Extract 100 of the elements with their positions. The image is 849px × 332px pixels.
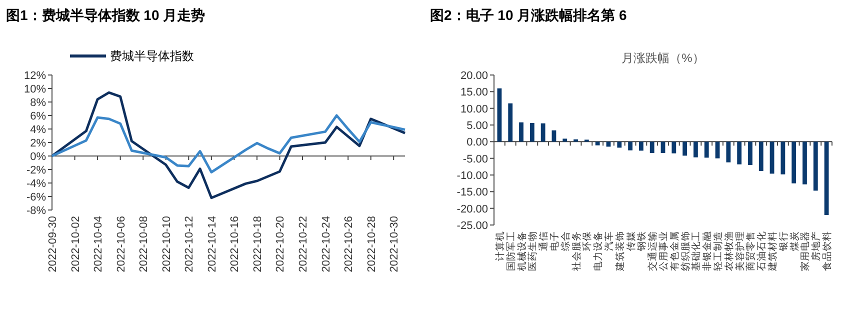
y-tick-label: 4%	[30, 124, 46, 136]
bar	[694, 142, 698, 158]
x-tick-label: 通信	[538, 231, 550, 251]
y-tick-label: -20.00	[456, 203, 488, 216]
x-tick-label: 综合	[559, 231, 572, 251]
bar	[802, 142, 807, 184]
bar	[770, 142, 774, 174]
y-tick-label: -6%	[26, 192, 46, 204]
bar	[758, 142, 764, 171]
x-tick-label: 2022-10-30	[388, 216, 401, 272]
x-tick-label: 2022-10-26	[343, 216, 356, 272]
bar	[628, 142, 632, 150]
x-tick-label: 2022-10-12	[184, 216, 196, 272]
y-tick-label: 8%	[30, 97, 46, 109]
bar	[638, 142, 644, 151]
chart-title: 图1：费城半导体指数 10 月走势	[6, 7, 206, 23]
x-tick-label: 交通运输	[646, 231, 659, 271]
x-tick-label: 农林牧渔	[722, 231, 735, 271]
bar	[748, 142, 752, 165]
bar	[508, 103, 513, 142]
bar	[530, 123, 534, 142]
bar	[562, 138, 568, 142]
x-tick-label: 2022-10-08	[138, 216, 150, 272]
y-tick-label: -2%	[26, 164, 46, 176]
bar	[595, 142, 600, 146]
chart-title: 图2：电子 10 月涨跌幅排名第 6	[430, 7, 628, 23]
y-tick-label: -10.00	[456, 170, 488, 182]
x-tick-label: 2022-10-10	[160, 216, 173, 272]
x-tick-label: 纺织服饰	[679, 231, 692, 271]
y-tick-label: 15.00	[460, 86, 488, 99]
y-tick-label: 6%	[30, 110, 46, 122]
bar	[780, 142, 786, 174]
bar	[660, 142, 666, 153]
bar	[726, 142, 731, 162]
x-tick-label: 2022-10-14	[206, 216, 218, 272]
x-tick-label: 轻工制造	[712, 231, 724, 271]
y-tick-label: 5.00	[466, 120, 488, 132]
y-tick-label: 0.00	[466, 136, 488, 149]
x-tick-label: 有色金属	[668, 231, 680, 271]
y-tick-label: -8%	[26, 205, 46, 217]
bar	[704, 142, 709, 158]
bar	[672, 142, 676, 154]
bar	[540, 123, 546, 142]
legend-label: 费城半导体指数	[110, 49, 194, 63]
x-tick-label: 汽车	[602, 231, 615, 251]
y-tick-label: 2%	[30, 138, 46, 150]
x-tick-label: 食品饮料	[821, 231, 834, 271]
y-tick-label: 10.00	[460, 103, 488, 116]
y-tick-label: -4%	[26, 178, 46, 190]
y-tick-label: 10%	[24, 84, 46, 96]
bar	[650, 142, 654, 153]
x-tick-label: 家用电器	[799, 231, 812, 271]
y-tick-label: -15.00	[456, 186, 488, 199]
x-tick-label: 石油石化	[756, 231, 768, 271]
x-tick-label: 2022-10-04	[92, 216, 105, 272]
x-tick-label: 商贸零售	[744, 231, 757, 271]
bar	[606, 142, 611, 147]
x-tick-label: 计算机	[494, 231, 506, 261]
bar	[715, 142, 720, 158]
x-tick-label: 2022-10-06	[115, 216, 128, 272]
y-tick-label: 0%	[30, 151, 46, 163]
chart-subtitle: 月涨跌幅（%）	[622, 51, 704, 65]
x-tick-label: 建筑装饰	[614, 231, 626, 272]
x-tick-label: 煤炭	[788, 231, 800, 251]
x-tick-label: 电力设备	[592, 231, 604, 271]
x-tick-label: 基础化工	[690, 231, 702, 271]
y-tick-label: -25.00	[456, 220, 488, 232]
x-tick-label: 2022-10-16	[229, 216, 242, 272]
x-tick-label: 电子	[548, 231, 560, 251]
bar	[682, 142, 688, 156]
x-tick-label: 银行	[778, 231, 790, 252]
x-tick-label: 2022-10-02	[70, 216, 82, 272]
x-tick-label: 传媒	[626, 231, 637, 251]
bar	[617, 142, 622, 148]
x-tick-label: 2022-10-22	[298, 216, 310, 272]
x-tick-label: 公用事业	[658, 231, 670, 271]
line-series	[50, 91, 406, 200]
x-tick-label: 建筑材料	[766, 231, 779, 272]
bar	[497, 88, 502, 142]
x-tick-label: 2022-10-24	[320, 216, 332, 272]
bar	[792, 142, 796, 184]
x-tick-label: 社会服务	[570, 231, 582, 271]
bar	[813, 142, 818, 191]
x-tick-label: 机械设备	[516, 231, 528, 271]
x-tick-label: 2022-10-20	[274, 216, 287, 272]
x-tick-label: 2022-10-18	[252, 216, 264, 272]
y-tick-label: 20.00	[460, 70, 488, 82]
x-tick-label: 美容护理	[734, 231, 746, 271]
x-tick-label: 医药生物	[526, 231, 539, 271]
line-series	[50, 114, 406, 174]
bar	[824, 142, 829, 215]
x-tick-label: 2022-09-30	[47, 216, 59, 272]
x-tick-label: 国防军工	[504, 231, 517, 271]
bar	[737, 142, 742, 164]
y-tick-label: 12%	[24, 70, 46, 82]
x-tick-label: 钢铁	[636, 231, 648, 252]
x-tick-label: 非银金融	[701, 231, 714, 271]
bar	[519, 122, 524, 142]
y-tick-label: -5.00	[462, 153, 488, 166]
x-tick-label: 房地产	[810, 231, 822, 261]
